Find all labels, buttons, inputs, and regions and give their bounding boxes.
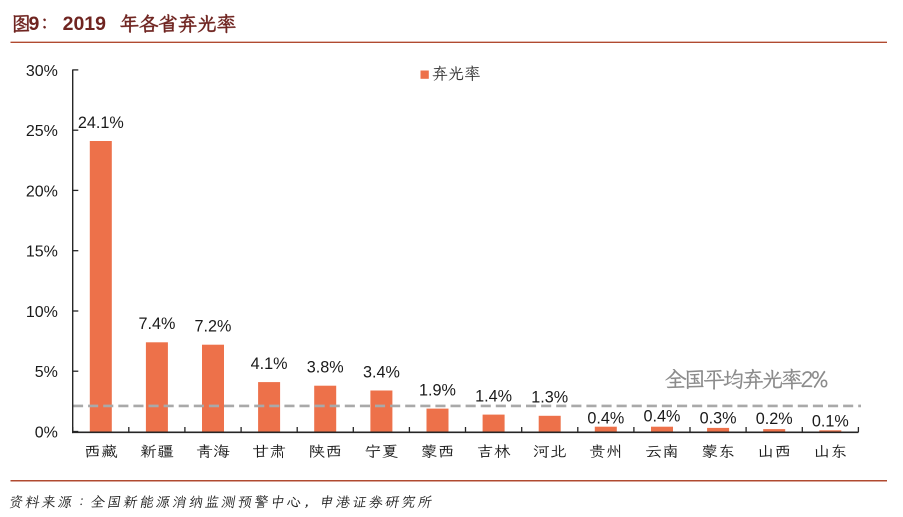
svg-text:3.8%: 3.8% bbox=[307, 359, 344, 377]
svg-text:4.1%: 4.1% bbox=[251, 355, 288, 373]
svg-text:24.1%: 24.1% bbox=[78, 114, 124, 132]
svg-text:15%: 15% bbox=[26, 244, 58, 261]
svg-text:25%: 25% bbox=[26, 123, 58, 140]
svg-text:1.4%: 1.4% bbox=[475, 387, 512, 405]
svg-text:0.3%: 0.3% bbox=[700, 410, 737, 428]
svg-text:30%: 30% bbox=[26, 63, 58, 80]
svg-text:3.4%: 3.4% bbox=[363, 363, 400, 381]
svg-text:0.2%: 0.2% bbox=[756, 410, 793, 428]
svg-text:7.2%: 7.2% bbox=[195, 318, 232, 336]
svg-text:10%: 10% bbox=[26, 304, 58, 321]
svg-text:7.4%: 7.4% bbox=[138, 315, 175, 333]
svg-text:0.1%: 0.1% bbox=[812, 413, 849, 431]
svg-text:5%: 5% bbox=[35, 364, 58, 381]
svg-text:9: 9 bbox=[29, 13, 40, 35]
svg-text:20%: 20% bbox=[26, 183, 58, 200]
svg-text:1.3%: 1.3% bbox=[531, 389, 568, 407]
svg-text:2019: 2019 bbox=[63, 13, 107, 35]
svg-text:0.4%: 0.4% bbox=[587, 409, 624, 427]
svg-text:0%: 0% bbox=[35, 424, 58, 441]
svg-text:0.4%: 0.4% bbox=[644, 408, 681, 426]
svg-text:1.9%: 1.9% bbox=[419, 381, 456, 399]
